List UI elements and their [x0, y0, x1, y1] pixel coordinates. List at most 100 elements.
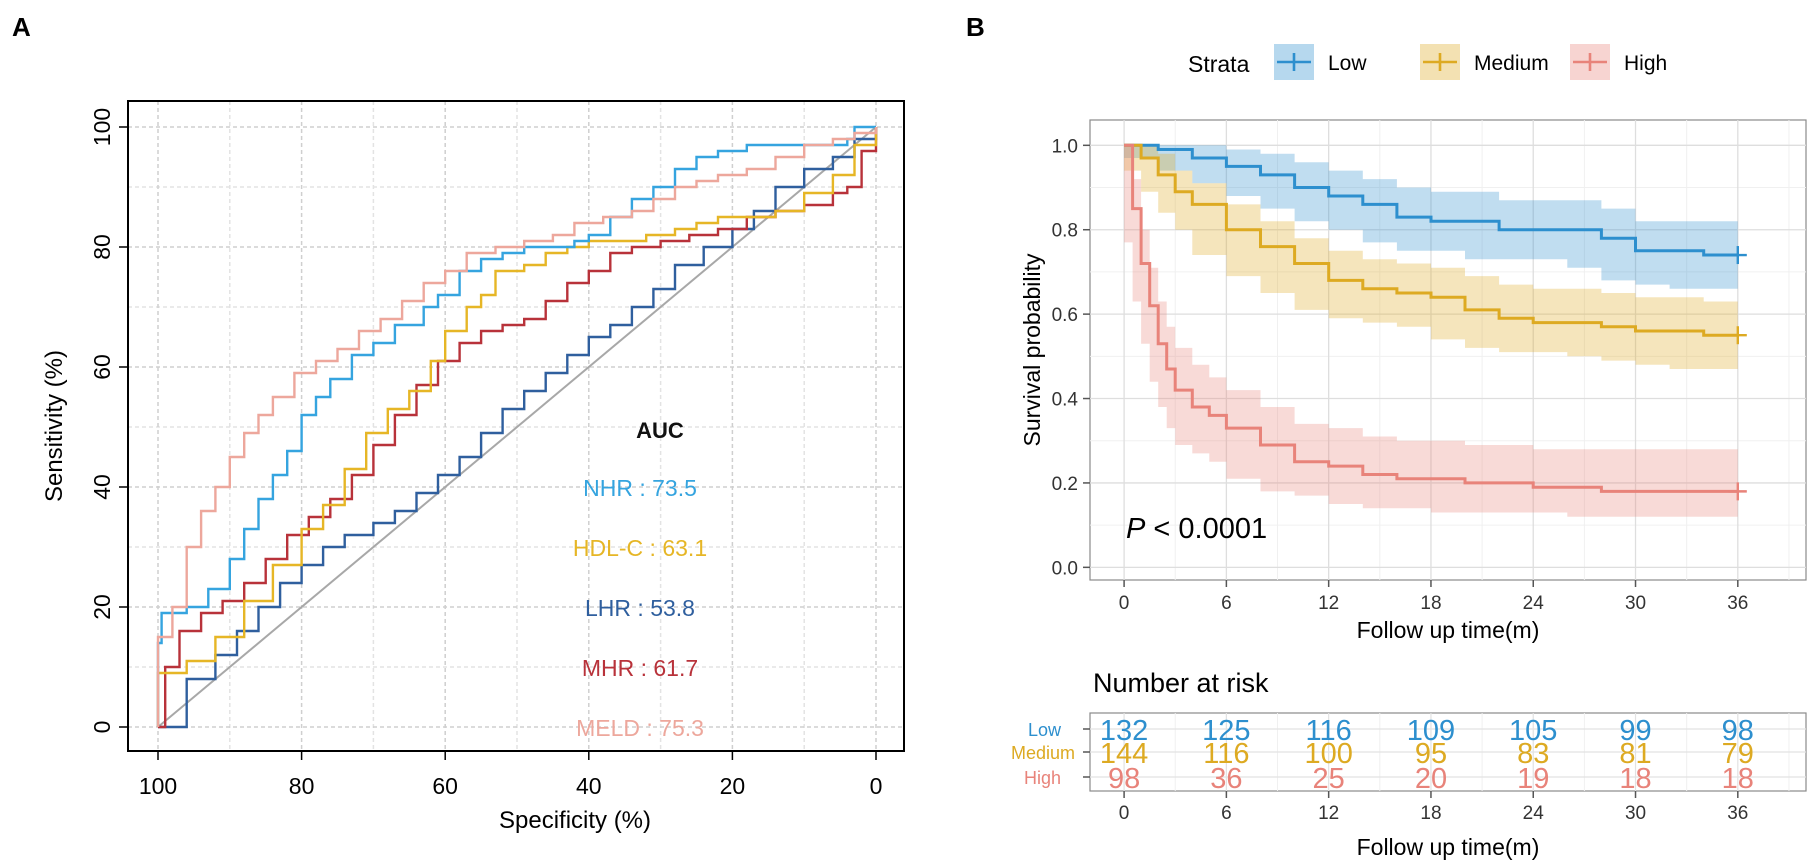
roc-curve-nhr: [156, 125, 876, 727]
roc-y-tick-label: 20: [89, 594, 115, 620]
strata-legend-label-medium: Medium: [1474, 52, 1549, 75]
km-x-tick-label: 36: [1727, 593, 1748, 614]
risk-cell-low: 105: [1509, 715, 1557, 747]
roc-y-tick-label: 0: [89, 721, 115, 734]
risk-table-grid: [1083, 712, 1807, 792]
km-y-tick-label: 0.0: [1052, 558, 1078, 579]
risk-cell-medium: 95: [1415, 738, 1447, 770]
km-curves: [1124, 143, 1747, 517]
km-curve-high: [1124, 143, 1738, 493]
risk-cell-medium: 81: [1619, 738, 1651, 770]
auc-legend-entry-hdl: HDL-C : 63.1: [573, 535, 707, 561]
km-x-tick-label: 24: [1523, 593, 1545, 614]
auc-legend-title: AUC: [636, 418, 684, 443]
risk-cell-high: 36: [1210, 763, 1242, 795]
km-x-axis-label: Follow up time(m): [1357, 617, 1540, 643]
risk-cell-high: 20: [1415, 763, 1447, 795]
risk-x-tick-label: 30: [1625, 803, 1646, 824]
roc-x-tick-label: 80: [289, 773, 315, 799]
roc-y-tick-label: 80: [89, 234, 115, 260]
p-value-text: < 0.0001: [1145, 513, 1267, 545]
km-y-tick-label: 0.8: [1052, 221, 1078, 242]
risk-cell-low: 98: [1722, 715, 1754, 747]
km-ci-band-medium: [1124, 145, 1738, 369]
km-x-tick-label: 18: [1420, 593, 1441, 614]
km-y-tick-label: 0.6: [1052, 305, 1078, 326]
risk-x-tick-label: 0: [1119, 803, 1130, 824]
risk-cell-high: 25: [1313, 763, 1345, 795]
roc-curve-hdl: [156, 127, 878, 727]
auc-legend-entry-meld: MELD : 75.3: [576, 715, 704, 741]
risk-cell-medium: 79: [1722, 738, 1754, 770]
km-x-tick-label: 0: [1119, 593, 1130, 614]
risk-cell-medium: 144: [1100, 738, 1148, 770]
km-x-tick-label: 6: [1221, 593, 1232, 614]
roc-y-tick-label: 60: [89, 354, 115, 380]
roc-x-axis-label: Specificity (%): [499, 807, 651, 834]
risk-cell-low: 109: [1407, 715, 1455, 747]
roc-plot-frame: [127, 100, 905, 752]
km-y-tick-label: 0.2: [1052, 474, 1078, 495]
roc-axes: 100 80 60 40 20 0 0 20 40 60 80 100: [89, 108, 882, 799]
risk-cell-high: 98: [1108, 763, 1140, 795]
roc-y-tick-label: 40: [89, 474, 115, 500]
roc-x-tick-label: 20: [720, 773, 746, 799]
risk-cell-low: 116: [1306, 715, 1352, 747]
km-axes: 0 6 12 18 24 30 36 0.0 0.2 0.4 0.6 0.8 1.0: [1052, 136, 1749, 614]
roc-y-tick-label: 100: [89, 108, 115, 146]
risk-x-tick-label: 6: [1221, 803, 1232, 824]
risk-table: Number at risk Low 132 125 116 109 105 99 98Med…: [1011, 668, 1807, 860]
risk-cell-low: 125: [1202, 715, 1250, 747]
risk-table-title: Number at risk: [1093, 668, 1269, 698]
km-y-tick-label: 0.4: [1052, 390, 1079, 411]
strata-legend-title: Strata: [1188, 51, 1250, 77]
km-y-tick-label: 1.0: [1052, 136, 1078, 157]
roc-x-tick-label: 0: [870, 773, 883, 799]
auc-legend-entry-nhr: NHR : 73.5: [583, 475, 697, 501]
km-grid: [1089, 119, 1807, 581]
roc-auc-legend: AUC NHR : 73.5 HDL-C : 63.1 LHR : 53.8 MHR …: [573, 418, 707, 741]
roc-curve-meld: [156, 127, 878, 727]
risk-cell-low: 132: [1100, 715, 1148, 747]
p-value-annotation: P < 0.0001: [1126, 513, 1267, 545]
risk-cell-medium: 116: [1203, 738, 1249, 770]
risk-row-label-high: High: [1024, 768, 1061, 788]
panel-b-label: B: [966, 12, 985, 42]
risk-row-label-low: Low: [1028, 720, 1062, 740]
km-ci-band-high: [1124, 145, 1738, 517]
roc-x-tick-label: 60: [432, 773, 458, 799]
km-x-tick-label: 12: [1318, 593, 1339, 614]
panel-b-survival: B Strata Low Medium High 0 6 12 18 24 30 36 0.0 0.…: [966, 12, 1807, 643]
p-value-symbol: P: [1126, 513, 1146, 545]
risk-row-label-medium: Medium: [1011, 743, 1075, 763]
risk-cell-high: 18: [1722, 763, 1754, 795]
risk-cell-medium: 83: [1517, 738, 1549, 770]
roc-y-axis-label: Sensitivity (%): [41, 350, 68, 502]
risk-cell-high: 19: [1517, 763, 1549, 795]
auc-legend-entry-mhr: MHR : 61.7: [582, 655, 698, 681]
panel-a-roc: A 100 80 60 40 20 0 0 20 40 60 80 100 Specificity (…: [12, 12, 905, 834]
risk-x-axis-label: Follow up time(m): [1357, 834, 1540, 860]
roc-x-tick-label: 40: [576, 773, 602, 799]
roc-x-tick-label: 100: [139, 773, 177, 799]
risk-x-tick-label: 12: [1318, 803, 1339, 824]
risk-cell-medium: 100: [1304, 738, 1352, 770]
strata-legend-label-high: High: [1624, 52, 1667, 75]
roc-curves: [156, 125, 878, 729]
km-curve-low: [1124, 143, 1738, 257]
strata-legend-label-low: Low: [1328, 52, 1367, 75]
strata-legend: Strata Low Medium High: [1188, 44, 1667, 80]
risk-x-tick-label: 36: [1727, 803, 1748, 824]
auc-legend-entry-lhr: LHR : 53.8: [585, 595, 695, 621]
km-x-tick-label: 30: [1625, 593, 1646, 614]
risk-x-tick-label: 18: [1420, 803, 1441, 824]
km-curve-medium: [1124, 143, 1738, 337]
km-y-axis-label: Survival probability: [1019, 253, 1045, 447]
panel-a-label: A: [12, 12, 31, 42]
risk-cell-low: 99: [1619, 715, 1651, 747]
risk-cell-high: 18: [1619, 763, 1651, 795]
roc-reference-diagonal: [157, 126, 877, 728]
risk-x-tick-label: 24: [1523, 803, 1545, 824]
